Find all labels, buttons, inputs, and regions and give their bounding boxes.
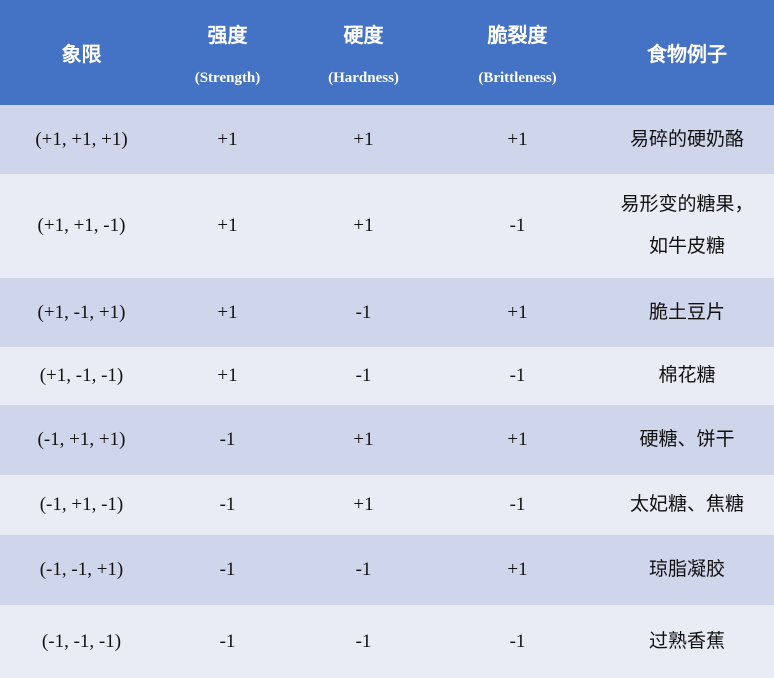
cell-strength: -1 [163, 605, 292, 678]
table-row: (+1, -1, +1) +1 -1 +1 脆土豆片 [0, 278, 774, 347]
header-row: 象限 强度 (Strength) 硬度 (Hardness) 脆裂度 (Brittle… [0, 0, 774, 105]
example-text-line2: 如牛皮糖 [648, 236, 725, 257]
cell-quadrant: (-1, +1, -1) [0, 475, 163, 535]
cell-example: 琼脂凝胶 [600, 535, 774, 605]
cell-quadrant: (+1, +1, +1) [0, 105, 163, 174]
example-text: 易碎的硬奶酪 [629, 128, 744, 150]
cell-quadrant: (+1, -1, +1) [0, 278, 163, 347]
cell-brittleness: +1 [435, 278, 600, 347]
cell-example: 太妃糖、焦糖 [600, 475, 774, 535]
table-row: (-1, +1, -1) -1 +1 -1 太妃糖、焦糖 [0, 475, 774, 535]
example-text: 脆土豆片 [648, 301, 725, 323]
cell-example: 易形变的糖果， 如牛皮糖 [600, 174, 774, 278]
cell-strength: -1 [163, 535, 292, 605]
cell-example: 过熟香蕉 [600, 605, 774, 678]
table-row: (+1, -1, -1) +1 -1 -1 棉花糖 [0, 347, 774, 405]
example-text: 棉花糖 [658, 365, 716, 386]
example-text: 过熟香蕉 [648, 630, 725, 652]
cell-brittleness: +1 [435, 105, 600, 174]
cell-brittleness: +1 [435, 535, 600, 605]
table-row: (-1, -1, -1) -1 -1 -1 过熟香蕉 [0, 605, 774, 678]
cell-quadrant: (-1, +1, +1) [0, 405, 163, 475]
cell-strength: -1 [163, 475, 292, 535]
cell-strength: +1 [163, 347, 292, 405]
header-quadrant: 象限 [0, 0, 163, 105]
cell-brittleness: -1 [435, 475, 600, 535]
cell-hardness: +1 [292, 405, 435, 475]
cell-example: 硬糖、饼干 [600, 405, 774, 475]
example-text: 易形变的糖果， [620, 194, 754, 215]
cell-quadrant: (+1, +1, -1) [0, 174, 163, 278]
cell-hardness: +1 [292, 174, 435, 278]
cell-strength: +1 [163, 278, 292, 347]
table-row: (-1, -1, +1) -1 -1 +1 琼脂凝胶 [0, 535, 774, 605]
table-row: (-1, +1, +1) -1 +1 +1 硬糖、饼干 [0, 405, 774, 475]
cell-quadrant: (-1, -1, +1) [0, 535, 163, 605]
header-brittleness: 脆裂度 (Brittleness) [435, 0, 600, 105]
cell-example: 脆土豆片 [600, 278, 774, 347]
cell-quadrant: (+1, -1, -1) [0, 347, 163, 405]
header-example: 食物例子 [600, 0, 774, 105]
table-row: (+1, +1, -1) +1 +1 -1 易形变的糖果， 如牛皮糖 [0, 174, 774, 278]
cell-brittleness: -1 [435, 347, 600, 405]
cell-hardness: +1 [292, 105, 435, 174]
cell-hardness: -1 [292, 535, 435, 605]
cell-example: 易碎的硬奶酪 [600, 105, 774, 174]
header-hardness: 硬度 (Hardness) [292, 0, 435, 105]
example-text: 硬糖、饼干 [639, 429, 735, 450]
table-row: (+1, +1, +1) +1 +1 +1 易碎的硬奶酪 [0, 105, 774, 174]
cell-brittleness: -1 [435, 605, 600, 678]
example-text: 太妃糖、焦糖 [629, 494, 744, 515]
cell-brittleness: -1 [435, 174, 600, 278]
cell-brittleness: +1 [435, 405, 600, 475]
cell-example: 棉花糖 [600, 347, 774, 405]
cell-strength: -1 [163, 405, 292, 475]
cell-strength: +1 [163, 174, 292, 278]
example-text: 琼脂凝胶 [648, 559, 725, 580]
cell-hardness: +1 [292, 475, 435, 535]
cell-strength: +1 [163, 105, 292, 174]
cell-hardness: -1 [292, 347, 435, 405]
cell-quadrant: (-1, -1, -1) [0, 605, 163, 678]
cell-hardness: -1 [292, 605, 435, 678]
header-strength: 强度 (Strength) [163, 0, 292, 105]
cell-hardness: -1 [292, 278, 435, 347]
